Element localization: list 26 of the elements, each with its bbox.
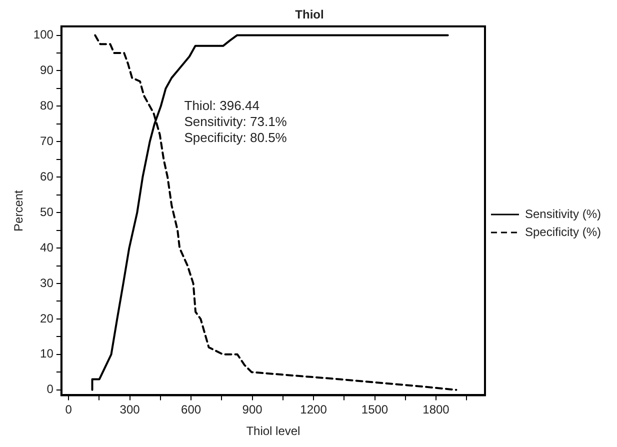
annotation: Sensitivity: 73.1%: [184, 114, 288, 130]
y-tick-label: 30: [40, 276, 54, 290]
x-tick-label: 300: [120, 402, 140, 417]
x-tick-label: 1200: [300, 402, 328, 417]
x-axis-title: Thiol level: [246, 424, 300, 438]
y-tick-label: 50: [40, 204, 54, 219]
y-tick-label: 20: [40, 311, 54, 326]
y-tick-label: 10: [40, 346, 54, 361]
x-tick-label: 0: [65, 402, 72, 417]
x-tick-label: 1500: [361, 402, 388, 417]
y-tick-label: 60: [40, 169, 54, 184]
legend-label: Specificity (%): [524, 224, 602, 239]
y-tick-label: 90: [40, 63, 54, 78]
annotation: Thiol: 396.44: [184, 98, 260, 114]
y-tick-label: 0: [46, 382, 54, 396]
annotation: Specificity: 80.5%: [184, 130, 288, 146]
y-axis-title: Percent: [12, 189, 26, 232]
x-tick-label: 900: [242, 402, 263, 417]
x-tick-label: 600: [181, 402, 202, 417]
y-tick-label: 40: [40, 240, 54, 254]
y-tick-label: 70: [40, 134, 54, 148]
y-tick-label: 80: [40, 98, 54, 112]
y-tick-label: 100: [33, 28, 54, 42]
legend-label: Sensitivity (%): [524, 206, 602, 221]
x-tick-label: 1800: [422, 402, 450, 417]
chart-title: Thiol: [295, 8, 324, 22]
